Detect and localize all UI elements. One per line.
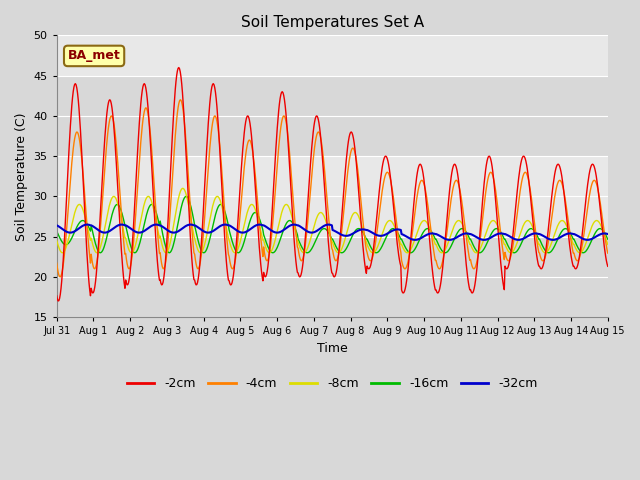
-16cm xyxy=(247,216,255,222)
-8cm xyxy=(53,237,61,243)
-2cm xyxy=(175,65,182,71)
Bar xyxy=(57,75,608,156)
-16cm xyxy=(118,208,125,214)
-4cm xyxy=(177,97,184,103)
-4cm xyxy=(268,226,276,232)
-2cm xyxy=(421,189,429,194)
-8cm xyxy=(268,248,275,254)
-32cm xyxy=(53,222,61,228)
-8cm xyxy=(390,223,398,229)
Line: -32cm: -32cm xyxy=(57,225,608,240)
-4cm xyxy=(53,260,61,266)
-16cm xyxy=(268,250,275,255)
-16cm xyxy=(421,227,429,232)
Line: -4cm: -4cm xyxy=(57,100,608,277)
-4cm xyxy=(118,220,126,226)
-32cm xyxy=(412,237,419,243)
-32cm xyxy=(220,222,227,228)
-16cm xyxy=(604,236,612,242)
-2cm xyxy=(53,293,61,299)
X-axis label: Time: Time xyxy=(317,342,348,355)
-16cm xyxy=(303,250,311,256)
-32cm xyxy=(421,233,429,239)
-4cm xyxy=(220,200,228,206)
-2cm xyxy=(268,207,276,213)
-2cm xyxy=(604,264,612,269)
Bar xyxy=(57,36,608,75)
-32cm xyxy=(118,222,126,228)
-2cm xyxy=(118,257,126,263)
Legend: -2cm, -4cm, -8cm, -16cm, -32cm: -2cm, -4cm, -8cm, -16cm, -32cm xyxy=(122,372,543,396)
-2cm xyxy=(390,213,398,218)
-2cm xyxy=(220,226,228,231)
Text: BA_met: BA_met xyxy=(68,49,120,62)
Title: Soil Temperatures Set A: Soil Temperatures Set A xyxy=(241,15,424,30)
-8cm xyxy=(604,241,612,247)
-16cm xyxy=(220,204,227,210)
-2cm xyxy=(248,132,255,138)
-8cm xyxy=(421,218,429,224)
-32cm xyxy=(390,228,397,233)
-16cm xyxy=(182,193,190,199)
-4cm xyxy=(56,274,64,280)
-32cm xyxy=(83,222,91,228)
-4cm xyxy=(248,142,255,147)
Bar xyxy=(57,237,608,317)
-8cm xyxy=(179,185,186,191)
-8cm xyxy=(220,210,227,216)
-4cm xyxy=(604,250,612,256)
-8cm xyxy=(118,217,125,223)
-4cm xyxy=(421,186,429,192)
-16cm xyxy=(53,228,61,234)
-8cm xyxy=(247,202,255,208)
-32cm xyxy=(604,231,612,237)
-32cm xyxy=(247,226,255,232)
Bar xyxy=(57,156,608,237)
Line: -2cm: -2cm xyxy=(57,68,608,301)
-4cm xyxy=(390,202,398,208)
Line: -8cm: -8cm xyxy=(57,188,608,253)
-32cm xyxy=(268,228,275,233)
Y-axis label: Soil Temperature (C): Soil Temperature (C) xyxy=(15,112,28,240)
-16cm xyxy=(390,226,398,232)
-8cm xyxy=(369,250,377,256)
-2cm xyxy=(54,298,62,304)
Line: -16cm: -16cm xyxy=(57,196,608,253)
